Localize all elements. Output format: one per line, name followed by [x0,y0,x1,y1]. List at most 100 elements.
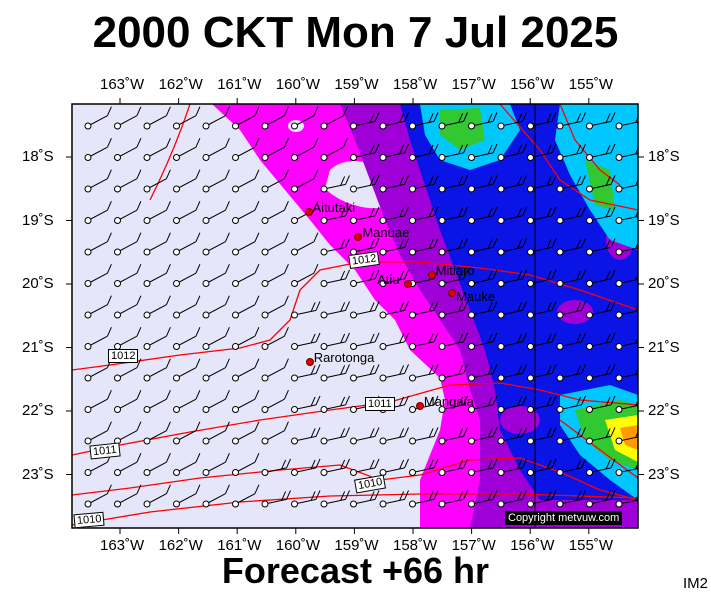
wind-barb [379,238,409,256]
lat-tick-label: 20˚S [22,275,54,292]
wind-barb [497,112,527,130]
wind-barb [261,326,289,350]
wind-barb [379,364,409,382]
wind-barb [320,137,348,161]
wind-barb [350,364,380,382]
wind-barb [291,263,319,287]
wind-barb [173,169,201,193]
wind-barb [114,358,142,382]
wind-barbs [84,106,638,508]
wind-barb [84,169,112,193]
wind-barb [527,206,557,224]
wind-barb [556,238,586,256]
wind-barb [320,427,350,445]
wind-barb [409,206,439,224]
wind-barb [586,301,616,319]
isobar-line [72,457,638,501]
wind-barb [114,263,142,287]
wind-barb [143,169,171,193]
wind-barb [261,389,289,413]
lon-tick-label: 161˚W [217,537,262,554]
isobar-line [559,419,638,479]
wind-barb [173,137,201,161]
wind-barb [438,427,468,445]
wind-barb [468,301,498,319]
wind-barb [114,200,142,224]
wind-barb [291,106,319,130]
wind-barb [114,326,142,350]
wind-barb [556,269,586,287]
wind-barb [497,490,527,508]
wind-barb [527,490,557,508]
page-title: 2000 CKT Mon 7 Jul 2025 [92,8,619,57]
wind-barb [379,269,409,287]
wind-barb [320,106,348,130]
wind-barb [438,269,468,287]
wind-barb [497,395,527,413]
wind-barb [527,112,557,130]
wind-barb [291,301,321,319]
wind-barb [527,364,557,382]
wind-barb [143,200,171,224]
wind-barb [173,421,201,445]
wind-barb [143,106,171,130]
place-label: Aitutaki [312,199,356,215]
wind-barb [320,206,350,224]
wind-barb [202,358,230,382]
wind-barb [350,490,380,508]
isobar-label: 1012 [108,349,139,363]
wind-barb [232,484,260,508]
copyright-label: Copyright metvuw.com [505,511,623,525]
wind-barb [84,326,112,350]
isobar-label: 1010 [73,511,106,529]
wind-barb [84,263,112,287]
wind-barb [320,238,350,256]
lat-tick-label: 18˚S [22,148,54,165]
map-frame [71,103,639,529]
wind-barb [438,332,468,350]
wind-barb [143,452,171,476]
wind-barb [438,112,468,130]
wind-barb [497,206,527,224]
wind-barb [438,458,468,476]
wind-barb [438,301,468,319]
wind-barb [615,336,638,350]
wind-barb [173,389,201,413]
wind-barb [202,295,230,319]
wind-barb [261,200,289,224]
wind-barb [438,364,468,382]
wind-barb [261,490,291,508]
wind-barb [586,143,616,161]
wind-barb [114,389,142,413]
lat-tick-label: 21˚S [22,338,54,356]
wind-barb [320,301,350,319]
wind-barb [84,295,112,319]
wind-barb [409,175,439,193]
wind-barb [409,427,439,445]
place-marker [448,289,457,298]
wind-barb [291,395,321,413]
wind-barb [84,452,112,476]
wind-barb [468,427,498,445]
wind-barb [320,458,350,476]
wind-barb [350,427,380,445]
wind-barb [468,458,498,476]
axis-ticks [66,98,644,534]
wind-barb [556,301,586,319]
wind-barb [438,143,468,161]
wind-barb [468,175,498,193]
wind-barb [232,358,260,382]
wind-barb [232,295,260,319]
wind-barb [261,232,289,256]
wind-barb [497,427,527,445]
wind-barb [438,395,468,413]
place-marker [354,233,363,242]
lon-tick-label: 155˚W [568,76,613,93]
wind-barb [379,112,409,130]
wind-barb [291,364,321,382]
wind-barb [497,301,527,319]
place-label: Rarotonga [313,350,375,366]
wind-barb [84,106,112,130]
lon-tick-label: 158˚W [393,76,438,93]
